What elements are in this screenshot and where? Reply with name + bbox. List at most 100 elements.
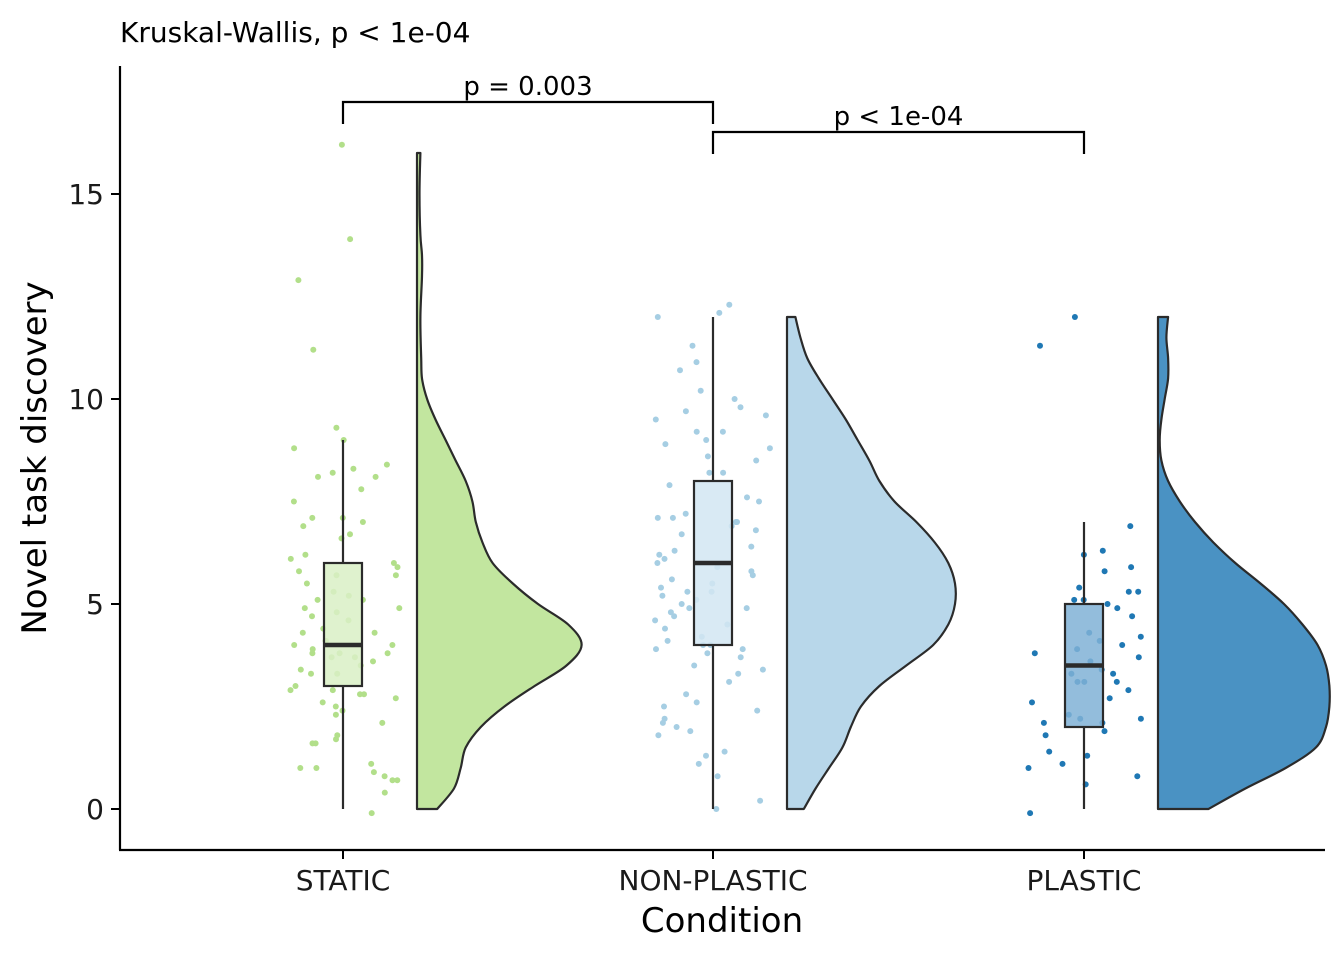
data-point bbox=[1101, 568, 1108, 575]
data-point bbox=[743, 605, 750, 612]
data-point bbox=[654, 560, 661, 566]
chart-title: Kruskal-Wallis, p < 1e-04 bbox=[120, 16, 470, 49]
data-point bbox=[1099, 547, 1106, 554]
data-point bbox=[394, 777, 401, 784]
data-point bbox=[1106, 695, 1113, 702]
data-point bbox=[697, 387, 704, 394]
data-point bbox=[309, 740, 316, 747]
data-point bbox=[661, 555, 668, 562]
comparison-label: p = 0.003 bbox=[463, 72, 592, 102]
data-point bbox=[677, 367, 683, 374]
data-point bbox=[392, 695, 399, 702]
data-point bbox=[659, 592, 666, 599]
data-point bbox=[713, 806, 720, 812]
data-point bbox=[1104, 601, 1111, 607]
data-point bbox=[291, 445, 298, 452]
data-point bbox=[1031, 650, 1038, 657]
y-tick-label: 5 bbox=[86, 588, 104, 621]
data-point bbox=[662, 625, 668, 632]
density-clouds bbox=[415, 151, 1331, 811]
data-point bbox=[1046, 748, 1053, 755]
data-point bbox=[383, 461, 390, 468]
data-point bbox=[347, 236, 354, 243]
data-point bbox=[664, 637, 671, 644]
comparison-bracket bbox=[711, 130, 1086, 154]
data-point bbox=[1059, 760, 1066, 767]
data-point bbox=[1084, 752, 1091, 759]
data-point bbox=[287, 555, 294, 562]
data-point bbox=[687, 728, 694, 735]
data-point bbox=[753, 457, 760, 464]
data-point bbox=[721, 748, 728, 755]
data-point bbox=[1125, 687, 1132, 694]
x-axis-title: Condition bbox=[641, 901, 803, 941]
data-point bbox=[302, 551, 309, 558]
data-point bbox=[726, 301, 733, 308]
data-point bbox=[350, 465, 357, 472]
data-point bbox=[671, 613, 678, 620]
data-point bbox=[308, 670, 314, 677]
data-point bbox=[686, 605, 693, 612]
data-point bbox=[667, 609, 674, 616]
data-point bbox=[338, 141, 345, 148]
data-point bbox=[1110, 670, 1117, 677]
data-point bbox=[333, 736, 339, 743]
data-point bbox=[303, 580, 310, 587]
data-point bbox=[389, 777, 396, 784]
data-point bbox=[1029, 699, 1035, 706]
box-static bbox=[322, 561, 364, 688]
data-point bbox=[301, 605, 308, 612]
data-point bbox=[682, 510, 689, 517]
data-point bbox=[1042, 732, 1049, 739]
data-point bbox=[762, 412, 769, 419]
data-point bbox=[689, 342, 696, 349]
data-point bbox=[290, 498, 297, 505]
data-point bbox=[319, 699, 326, 706]
data-point bbox=[359, 519, 366, 525]
y-tick-label: 15 bbox=[68, 178, 104, 211]
data-point bbox=[296, 568, 302, 575]
data-point bbox=[1135, 588, 1142, 595]
data-point bbox=[757, 797, 764, 804]
data-point bbox=[358, 486, 365, 493]
data-point bbox=[394, 564, 401, 571]
data-point bbox=[357, 691, 363, 698]
data-point bbox=[329, 687, 336, 694]
data-point bbox=[766, 445, 773, 452]
data-point bbox=[671, 547, 678, 554]
data-point bbox=[683, 691, 690, 698]
data-point bbox=[659, 719, 666, 726]
data-point bbox=[1025, 765, 1032, 771]
data-point bbox=[310, 346, 317, 353]
data-point bbox=[737, 404, 744, 411]
data-point bbox=[666, 482, 673, 489]
data-point bbox=[656, 551, 663, 558]
data-point bbox=[333, 424, 340, 431]
data-point bbox=[1137, 715, 1144, 722]
data-point bbox=[1076, 584, 1083, 591]
data-point bbox=[691, 662, 698, 669]
data-point bbox=[668, 576, 675, 583]
data-point bbox=[684, 588, 691, 595]
y-ticks: 0 5 10 15 bbox=[68, 178, 120, 826]
data-point bbox=[1113, 678, 1120, 685]
y-tick-label: 0 bbox=[86, 793, 104, 826]
data-point bbox=[1101, 728, 1108, 735]
data-point bbox=[292, 683, 299, 689]
data-point bbox=[661, 703, 667, 710]
data-point bbox=[291, 642, 298, 648]
jitter-points bbox=[287, 141, 1144, 817]
data-point bbox=[732, 519, 739, 525]
data-point bbox=[1137, 633, 1144, 640]
data-point bbox=[693, 699, 700, 706]
data-point bbox=[678, 531, 685, 538]
data-point bbox=[381, 773, 388, 780]
data-point bbox=[652, 617, 659, 624]
data-point bbox=[379, 719, 386, 726]
data-point bbox=[1114, 605, 1121, 612]
density-cloud-non-plastic bbox=[785, 315, 957, 811]
data-point bbox=[759, 666, 766, 673]
data-point bbox=[1119, 642, 1126, 648]
data-point bbox=[1127, 523, 1134, 530]
